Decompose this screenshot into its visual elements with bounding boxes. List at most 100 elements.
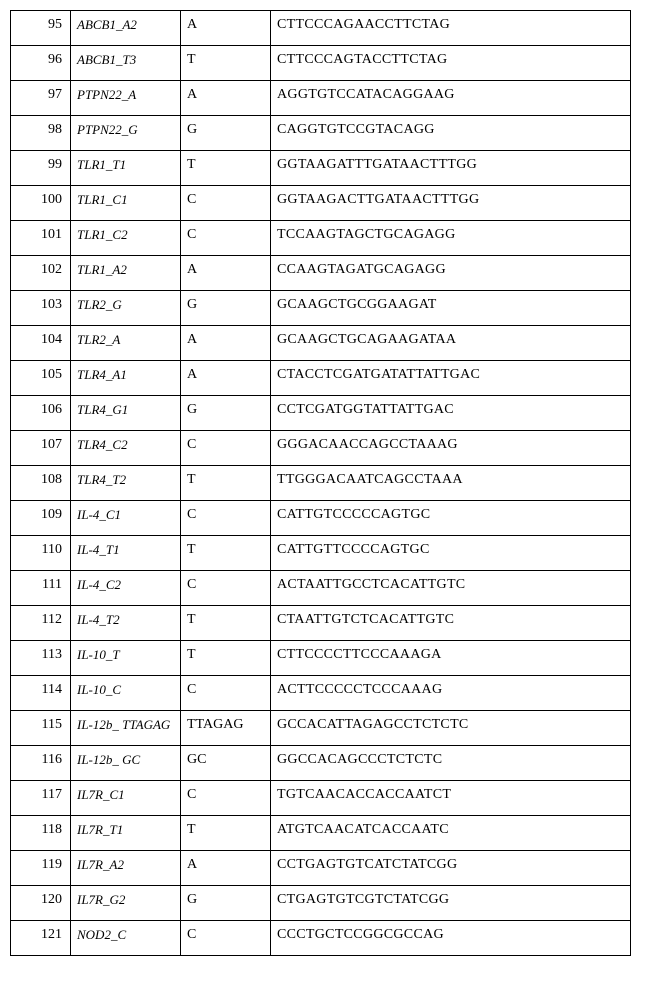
table-row: 98PTPN22_GGCAGGTGTCCGTACAGG [11, 116, 631, 151]
sequence: CTTCCCAGAACCTTCTAG [271, 11, 631, 46]
row-number: 109 [11, 501, 71, 536]
sequence: ATGTCAACATCACCAATC [271, 816, 631, 851]
table-row: 95ABCB1_A2ACTTCCCAGAACCTTCTAG [11, 11, 631, 46]
row-number: 98 [11, 116, 71, 151]
allele: G [181, 116, 271, 151]
allele: A [181, 256, 271, 291]
gene-id: IL7R_C1 [71, 781, 181, 816]
row-number: 119 [11, 851, 71, 886]
table-row: 102TLR1_A2ACCAAGTAGATGCAGAGG [11, 256, 631, 291]
sequence: ACTAATTGCCTCACATTGTC [271, 571, 631, 606]
sequence: CAGGTGTCCGTACAGG [271, 116, 631, 151]
table-row: 107TLR4_C2CGGGACAACCAGCCTAAAG [11, 431, 631, 466]
row-number: 110 [11, 536, 71, 571]
table-row: 100TLR1_C1CGGTAAGACTTGATAACTTTGG [11, 186, 631, 221]
sequence: CTAATTGTCTCACATTGTC [271, 606, 631, 641]
sequence: GCAAGCTGCGGAAGAT [271, 291, 631, 326]
row-number: 104 [11, 326, 71, 361]
allele: T [181, 606, 271, 641]
row-number: 100 [11, 186, 71, 221]
row-number: 106 [11, 396, 71, 431]
table-row: 120IL7R_G2GCTGAGTGTCGTCTATCGG [11, 886, 631, 921]
gene-id: TLR4_G1 [71, 396, 181, 431]
sequence: CCAAGTAGATGCAGAGG [271, 256, 631, 291]
gene-id: TLR1_C2 [71, 221, 181, 256]
sequence: TCCAAGTAGCTGCAGAGG [271, 221, 631, 256]
allele: G [181, 291, 271, 326]
table-row: 104TLR2_AAGCAAGCTGCAGAAGATAA [11, 326, 631, 361]
sequence: CATTGTTCCCCAGTGC [271, 536, 631, 571]
allele: C [181, 221, 271, 256]
table-row: 99TLR1_T1TGGTAAGATTTGATAACTTTGG [11, 151, 631, 186]
gene-id: IL-4_T1 [71, 536, 181, 571]
table-row: 103TLR2_GGGCAAGCTGCGGAAGAT [11, 291, 631, 326]
gene-id: IL-4_T2 [71, 606, 181, 641]
row-number: 95 [11, 11, 71, 46]
table-row: 96ABCB1_T3TCTTCCCAGTACCTTCTAG [11, 46, 631, 81]
table-row: 112IL-4_T2TCTAATTGTCTCACATTGTC [11, 606, 631, 641]
allele: G [181, 886, 271, 921]
sequence: ACTTCCCCCTCCCAAAG [271, 676, 631, 711]
sequence: GGGACAACCAGCCTAAAG [271, 431, 631, 466]
allele: C [181, 921, 271, 956]
sequence: CTACCTCGATGATATTATTGAC [271, 361, 631, 396]
row-number: 112 [11, 606, 71, 641]
row-number: 117 [11, 781, 71, 816]
row-number: 99 [11, 151, 71, 186]
row-number: 113 [11, 641, 71, 676]
gene-id: PTPN22_A [71, 81, 181, 116]
row-number: 121 [11, 921, 71, 956]
gene-id: IL-10_C [71, 676, 181, 711]
sequence: GGTAAGACTTGATAACTTTGG [271, 186, 631, 221]
allele: T [181, 536, 271, 571]
gene-id: PTPN22_G [71, 116, 181, 151]
sequence: CCCTGCTCCGGCGCCAG [271, 921, 631, 956]
allele: A [181, 11, 271, 46]
row-number: 118 [11, 816, 71, 851]
allele: GC [181, 746, 271, 781]
row-number: 108 [11, 466, 71, 501]
allele: T [181, 46, 271, 81]
gene-id: IL-4_C1 [71, 501, 181, 536]
row-number: 102 [11, 256, 71, 291]
gene-id: IL7R_T1 [71, 816, 181, 851]
sequence: CTTCCCAGTACCTTCTAG [271, 46, 631, 81]
allele: C [181, 501, 271, 536]
row-number: 97 [11, 81, 71, 116]
allele: C [181, 781, 271, 816]
table-row: 117IL7R_C1CTGTCAACACCACCAATCT [11, 781, 631, 816]
row-number: 96 [11, 46, 71, 81]
table-row: 106TLR4_G1GCCTCGATGGTATTATTGAC [11, 396, 631, 431]
table-row: 121NOD2_CCCCCTGCTCCGGCGCCAG [11, 921, 631, 956]
sequence: AGGTGTCCATACAGGAAG [271, 81, 631, 116]
gene-id: IL-12b_ TTAGAG [71, 711, 181, 746]
sequence: GGCCACAGCCCTCTCTC [271, 746, 631, 781]
gene-id: TLR2_A [71, 326, 181, 361]
gene-id: TLR4_A1 [71, 361, 181, 396]
gene-id: IL7R_A2 [71, 851, 181, 886]
table-row: 113IL-10_TTCTTCCCCTTCCCAAAGA [11, 641, 631, 676]
sequence: CTGAGTGTCGTCTATCGG [271, 886, 631, 921]
allele: T [181, 466, 271, 501]
row-number: 120 [11, 886, 71, 921]
gene-id: TLR4_C2 [71, 431, 181, 466]
row-number: 115 [11, 711, 71, 746]
sequence: TTGGGACAATCAGCCTAAA [271, 466, 631, 501]
table-row: 111IL-4_C2CACTAATTGCCTCACATTGTC [11, 571, 631, 606]
allele: A [181, 851, 271, 886]
allele: C [181, 431, 271, 466]
allele: C [181, 186, 271, 221]
row-number: 107 [11, 431, 71, 466]
sequence: GCCACATTAGAGCCTCTCTC [271, 711, 631, 746]
gene-id: IL-12b_ GC [71, 746, 181, 781]
table-row: 110IL-4_T1TCATTGTTCCCCAGTGC [11, 536, 631, 571]
table-row: 118IL7R_T1TATGTCAACATCACCAATC [11, 816, 631, 851]
table-row: 109IL-4_C1CCATTGTCCCCCAGTGC [11, 501, 631, 536]
allele: A [181, 361, 271, 396]
allele: A [181, 326, 271, 361]
table-row: 116IL-12b_ GCGCGGCCACAGCCCTCTCTC [11, 746, 631, 781]
table-row: 101TLR1_C2CTCCAAGTAGCTGCAGAGG [11, 221, 631, 256]
sequence: CTTCCCCTTCCCAAAGA [271, 641, 631, 676]
row-number: 103 [11, 291, 71, 326]
allele: C [181, 571, 271, 606]
